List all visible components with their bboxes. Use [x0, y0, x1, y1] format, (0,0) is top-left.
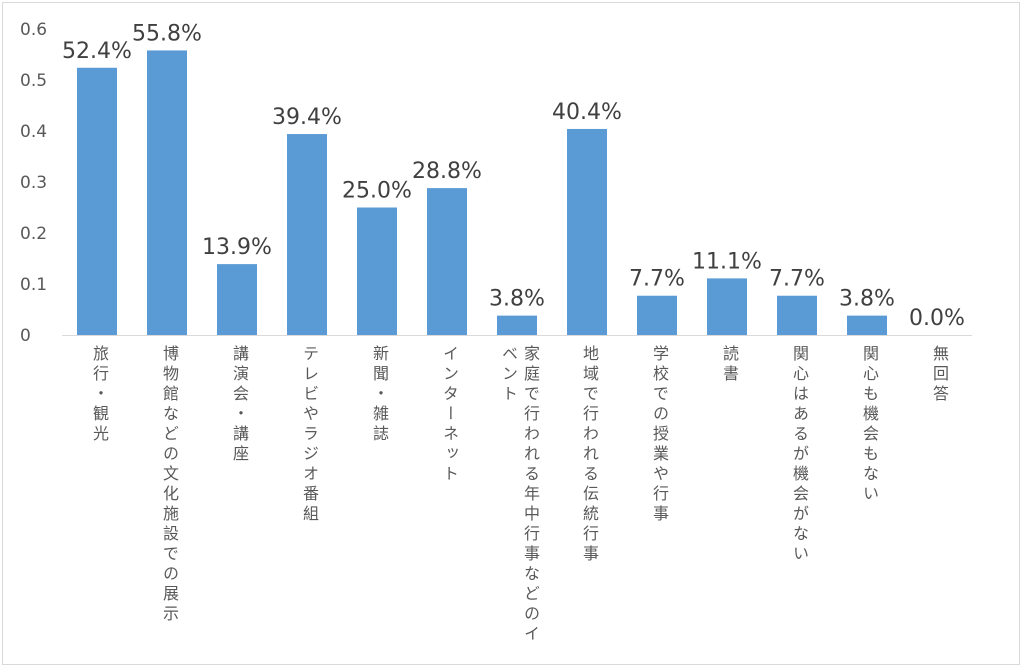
data-label: 3.8%	[489, 287, 545, 312]
x-tick-label: テレビやラジオ番組	[300, 345, 319, 525]
data-label: 39.4%	[272, 105, 342, 130]
data-label: 25.0%	[342, 179, 412, 204]
y-tick-label: 0.5	[20, 71, 47, 91]
data-label: 7.7%	[629, 267, 685, 292]
bar	[217, 264, 257, 335]
x-tick-label: 学校での授業や行事	[650, 345, 669, 525]
x-tick-label: 博物館などの文化施設での展示	[160, 345, 179, 625]
bar	[707, 278, 747, 335]
y-tick-label: 0.1	[20, 275, 47, 295]
data-label: 28.8%	[412, 159, 482, 184]
x-tick-label: 講演会・講座	[230, 345, 249, 465]
bar	[287, 134, 327, 335]
bar	[637, 295, 677, 335]
y-tick-label: 0.4	[20, 122, 47, 142]
x-tick-label: 読書	[720, 345, 739, 385]
data-label: 11.1%	[692, 249, 762, 274]
y-tick-label: 0.3	[20, 173, 47, 193]
x-tick-label: 関心も機会もない	[860, 345, 879, 505]
data-label: 13.9%	[202, 235, 272, 260]
bar	[147, 50, 187, 336]
y-tick-label: 0.6	[20, 20, 47, 40]
x-tick-label: 関心はあるが機会がない	[790, 345, 809, 565]
bar	[777, 295, 817, 335]
x-tick-label: 旅行・観光	[90, 345, 109, 445]
data-label: 0.0%	[909, 306, 965, 331]
data-label: 40.4%	[552, 100, 622, 125]
x-tick-label: 新聞・雑誌	[370, 345, 389, 445]
bar	[77, 67, 117, 335]
data-label: 55.8%	[132, 21, 202, 46]
data-label: 52.4%	[62, 39, 132, 64]
bar	[427, 188, 467, 335]
bar	[567, 128, 607, 335]
x-tick-label: 無回答	[930, 345, 949, 405]
bar	[357, 207, 397, 335]
y-tick-label: 0	[20, 326, 31, 346]
x-tick-label: インターネット	[440, 345, 459, 485]
bar	[497, 315, 537, 335]
y-tick-label: 0.2	[20, 224, 47, 244]
bar	[847, 315, 887, 335]
x-tick-label: 地域で行われる伝統行事	[580, 345, 599, 565]
data-label: 3.8%	[839, 287, 895, 312]
data-label: 7.7%	[769, 267, 825, 292]
x-tick-label: 家庭で行われる年中行事などのイベント	[499, 345, 540, 645]
